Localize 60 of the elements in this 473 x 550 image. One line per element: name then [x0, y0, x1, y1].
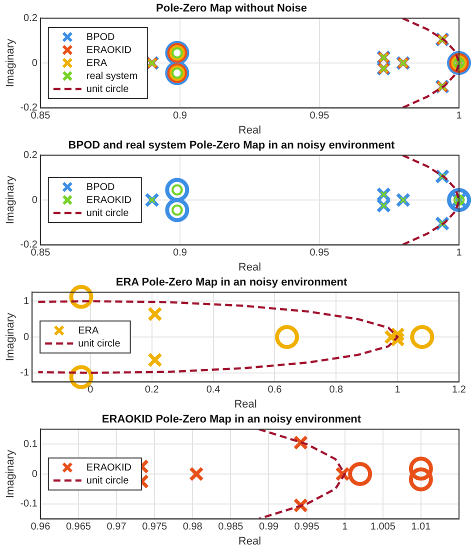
x-tick-label: 1	[394, 384, 401, 396]
x-tick-label: 0.95	[310, 248, 330, 259]
y-tick-label: 0	[32, 194, 38, 206]
chart-title: ERAOKID Pole-Zero Map in an noisy environment	[102, 414, 362, 426]
x-tick-label: 0.99	[259, 522, 279, 533]
y-tick-label: 1	[24, 296, 30, 307]
x-tick-label: 1	[456, 248, 462, 259]
legend-label: ERA	[86, 58, 108, 69]
legend-label: ERAOKID	[86, 462, 132, 474]
x-tick-label: 1.2	[452, 384, 466, 396]
x-tick-label: 0.6	[268, 384, 282, 396]
x-tick-label: 0.985	[218, 522, 244, 533]
x-tick-label: 0.97	[106, 522, 127, 533]
y-axis-title: Imaginary	[4, 312, 17, 362]
legend-label: ERAOKID	[86, 44, 132, 56]
x-tick-label: 0.9	[173, 248, 188, 259]
y-tick-label: 0	[24, 332, 30, 343]
chart-title: ERA Pole-Zero Map in an noisy environment	[116, 276, 348, 289]
y-tick-label: -1	[20, 368, 30, 379]
x-axis-title: Real	[238, 261, 262, 274]
x-tick-label: 0.95	[310, 110, 330, 122]
y-tick-label: 0.2	[24, 150, 38, 161]
x-tick-label: 0.4	[206, 384, 221, 396]
legend-label: real system	[86, 70, 138, 82]
x-tick-label: 0.96	[30, 522, 51, 533]
x-axis-title: Real	[234, 398, 257, 410]
legend-label: unit circle	[86, 208, 130, 219]
y-tick-label: 0	[32, 468, 38, 480]
x-tick-label: 1.005	[370, 522, 396, 533]
legend-label: BPOD	[86, 182, 115, 193]
x-axis-title: Real	[238, 535, 262, 548]
y-tick-label: 0.1	[24, 438, 38, 450]
chart-title: Pole-Zero Map without Noise	[156, 2, 307, 15]
x-tick-label: 0.995	[294, 522, 320, 533]
y-tick-label: -0.1	[20, 498, 38, 510]
legend-label: ERA	[78, 325, 99, 336]
x-tick-label: 0.965	[66, 522, 92, 533]
x-tick-label: 1	[342, 522, 348, 533]
x-tick-label: 0.2	[144, 384, 160, 396]
legend-label: unit circle	[86, 84, 130, 95]
legend-label: unit circle	[86, 475, 130, 486]
y-axis-title: Imaginary	[4, 38, 17, 88]
x-tick-label: 0.85	[30, 248, 51, 259]
y-axis-title: Imaginary	[4, 175, 17, 224]
x-tick-label: 0.98	[182, 522, 203, 533]
x-axis-title: Real	[238, 124, 262, 136]
legend-label: unit circle	[78, 338, 121, 350]
legend-label: BPOD	[86, 32, 115, 43]
x-tick-label: 0	[88, 384, 94, 396]
legend-label: ERAOKID	[86, 194, 132, 206]
chart-title: BPOD and real system Pole-Zero Map in an noisy environment	[68, 140, 396, 152]
x-tick-label: 0.8	[329, 384, 344, 396]
x-tick-label: 1.01	[411, 522, 432, 533]
y-tick-label: 0.2	[24, 12, 38, 24]
x-tick-label: 0.9	[173, 110, 188, 122]
y-axis-title: Imaginary	[4, 449, 17, 498]
y-tick-label: 0	[32, 58, 38, 69]
x-tick-label: 0.85	[30, 110, 51, 122]
x-tick-label: 1	[456, 110, 462, 122]
x-tick-label: 0.975	[142, 522, 168, 533]
